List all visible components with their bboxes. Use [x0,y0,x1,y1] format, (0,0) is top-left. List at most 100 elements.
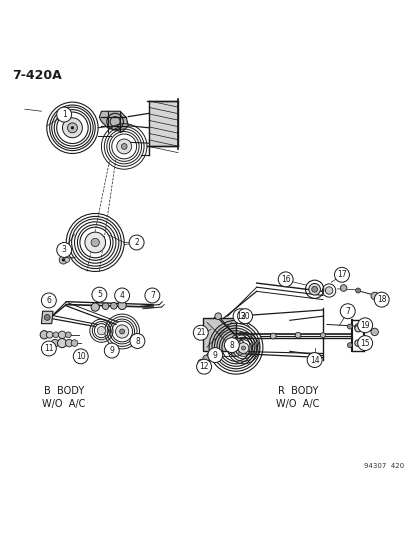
Circle shape [130,334,145,349]
Circle shape [339,285,346,292]
Circle shape [71,126,74,130]
Text: 7: 7 [150,291,154,300]
Circle shape [85,232,105,253]
Circle shape [311,286,317,292]
Circle shape [64,257,69,262]
Text: 8: 8 [229,341,234,350]
Text: 94307  420: 94307 420 [363,463,403,469]
Circle shape [237,351,240,354]
Text: 9: 9 [109,346,114,355]
Circle shape [40,330,48,339]
Text: B  BODY
W/O  A/C: B BODY W/O A/C [43,386,85,409]
Circle shape [237,343,248,353]
Circle shape [53,332,59,338]
Circle shape [237,309,252,324]
Circle shape [196,359,211,374]
Circle shape [121,143,127,149]
Circle shape [226,338,244,357]
Circle shape [62,258,65,262]
Circle shape [91,303,99,311]
Circle shape [92,287,107,302]
Circle shape [110,303,117,309]
Circle shape [325,287,332,294]
Text: 4: 4 [119,291,124,300]
Circle shape [232,343,239,351]
Circle shape [370,328,377,336]
Circle shape [354,324,361,330]
Text: 6: 6 [46,296,51,305]
Circle shape [104,343,119,358]
Circle shape [57,338,66,348]
Circle shape [347,324,351,329]
Circle shape [114,288,129,303]
Circle shape [57,107,71,122]
Circle shape [118,301,126,310]
Circle shape [230,351,234,354]
Circle shape [233,309,247,324]
Circle shape [59,256,67,264]
Circle shape [73,349,88,364]
Text: 15: 15 [359,338,369,348]
Circle shape [228,345,231,349]
Circle shape [240,345,243,349]
Text: 9: 9 [212,351,217,360]
Circle shape [370,292,377,300]
Polygon shape [99,111,128,132]
Circle shape [306,353,321,368]
Circle shape [202,355,209,362]
Circle shape [44,314,50,320]
Text: 1: 1 [62,110,66,119]
Circle shape [357,336,372,351]
Circle shape [102,303,109,310]
Circle shape [129,235,144,250]
Text: 10: 10 [76,352,85,361]
Text: 8: 8 [135,336,140,345]
Circle shape [294,333,300,338]
Circle shape [46,332,53,338]
Circle shape [308,284,320,295]
Circle shape [214,353,220,358]
Circle shape [354,340,361,346]
Circle shape [67,123,77,133]
Text: 3: 3 [62,245,66,254]
Circle shape [373,292,388,307]
Circle shape [71,340,78,346]
Text: R  BODY
W/O  A/C: R BODY W/O A/C [276,386,319,409]
Circle shape [354,325,361,332]
Circle shape [193,325,208,340]
Polygon shape [202,318,235,351]
Text: 17: 17 [336,270,346,279]
Text: 7: 7 [344,306,349,316]
Text: 14: 14 [309,356,319,365]
Text: 18: 18 [376,295,385,304]
Circle shape [230,340,234,343]
Circle shape [115,325,128,338]
Circle shape [97,327,105,335]
Circle shape [206,352,215,361]
Circle shape [339,304,354,319]
Circle shape [62,118,82,138]
Text: 2: 2 [134,238,139,247]
Polygon shape [149,101,178,147]
Circle shape [116,139,131,154]
Circle shape [347,343,351,348]
Circle shape [241,346,245,350]
Circle shape [237,340,240,343]
Text: 7-420A: 7-420A [12,69,62,82]
Circle shape [278,272,292,287]
Circle shape [145,288,159,303]
Text: 11: 11 [44,344,53,353]
Text: 20: 20 [240,312,249,321]
Text: 19: 19 [359,321,369,330]
Circle shape [355,288,360,293]
Circle shape [51,340,59,347]
Text: 21: 21 [196,328,205,337]
Text: 16: 16 [280,275,290,284]
Circle shape [320,333,325,338]
Circle shape [207,348,222,362]
Circle shape [91,238,99,247]
Text: 13: 13 [235,312,245,321]
Circle shape [197,359,205,367]
Circle shape [65,340,73,347]
Text: 5: 5 [97,290,102,299]
